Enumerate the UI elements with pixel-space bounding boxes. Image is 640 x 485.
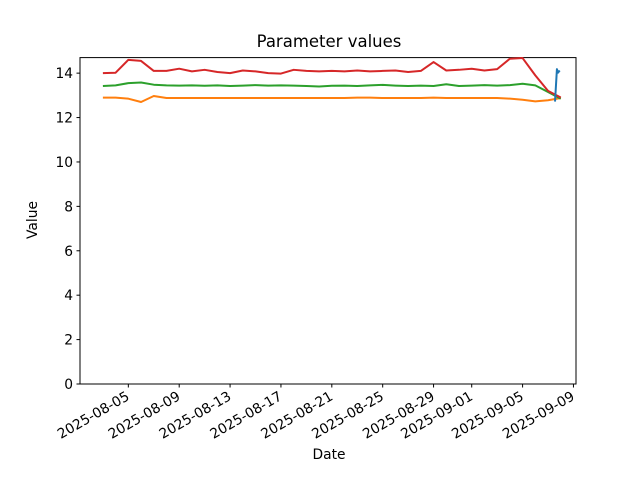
green-line — [102, 81, 562, 100]
y-tick-label: 6 — [64, 244, 73, 260]
x-axis-label: Date — [313, 447, 346, 463]
y-axis-label: Value — [25, 201, 41, 239]
chart-title: Parameter values — [257, 32, 402, 51]
axes: 024681012142025-08-052025-08-092025-08-1… — [55, 57, 577, 443]
y-tick-label: 0 — [64, 377, 73, 393]
orange-line — [102, 95, 561, 104]
y-tick-label: 2 — [64, 333, 73, 349]
plot-border — [79, 57, 577, 385]
red-line — [102, 57, 562, 99]
y-tick-label: 4 — [64, 288, 73, 304]
series-lines — [102, 57, 562, 104]
y-tick-label: 10 — [55, 155, 73, 171]
y-tick-label: 12 — [55, 111, 73, 127]
blue-line — [554, 68, 561, 102]
y-tick-label: 14 — [55, 66, 73, 82]
y-tick-label: 8 — [64, 199, 73, 215]
